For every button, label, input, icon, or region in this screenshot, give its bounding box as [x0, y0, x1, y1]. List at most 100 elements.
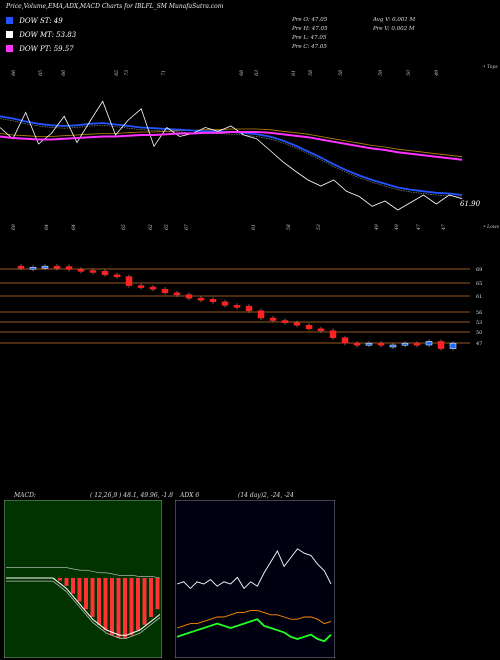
legend-dow-mt: DOW MT: 53.83 [6, 31, 76, 39]
ema-brown-line [0, 128, 463, 158]
candle-body [353, 342, 361, 346]
macd-panel [4, 500, 162, 658]
adx-title: ADX 6 [180, 492, 200, 499]
candle-body [209, 299, 217, 303]
adx-params: (14 day)2, -24, -24 [238, 492, 294, 499]
lows-label: • Lows [483, 224, 500, 230]
candle-body [425, 341, 433, 346]
info-close: Pre C: 47.05 [292, 44, 327, 50]
macd-histogram-bar [116, 578, 121, 638]
level-label: 50 [476, 330, 482, 336]
info-open: Pre O: 47.05 [292, 17, 328, 23]
candle-body [89, 270, 97, 273]
candle-body [233, 305, 241, 308]
candle-body [329, 330, 337, 339]
candle-body [437, 341, 445, 349]
candle-body [173, 292, 181, 296]
legend-label-pt: DOW PT: 59.57 [19, 45, 74, 53]
top-tick-label: 58 [308, 70, 314, 76]
info-avg-volume: Avg V: 0.001 M [373, 17, 416, 23]
candle-body [305, 324, 313, 330]
top-tick-label: 68 [239, 70, 245, 76]
macd-title: MACD: [14, 492, 36, 499]
candle-body [293, 322, 301, 326]
macd-histogram-bar [142, 578, 147, 625]
low-tick-labels: 69 64 64 65 62 65 67 61 58 53 49 49 47 47 [11, 224, 447, 230]
top-tick-label: 61 [291, 70, 297, 76]
low-tick-label: 64 [71, 224, 77, 230]
candle-body [341, 337, 349, 344]
macd-line [6, 577, 161, 636]
candle-body [77, 269, 85, 272]
level-label: 53 [476, 320, 482, 326]
top-tick-label: 63 [254, 70, 260, 76]
level-label: 61 [476, 294, 482, 300]
candle-body [29, 266, 37, 270]
candle-body [257, 310, 265, 319]
top-tick-label: 66 [61, 70, 67, 76]
low-tick-label: 62 [148, 224, 154, 230]
macd-histogram-bar [71, 578, 75, 594]
candle-body [317, 328, 325, 332]
low-tick-label: 65 [121, 224, 127, 230]
low-tick-label: 67 [184, 224, 190, 230]
macd-signal-line [6, 580, 161, 639]
ema-grey-line [0, 118, 463, 198]
candle-body [53, 265, 61, 269]
macd-histogram-bar [64, 578, 69, 586]
candle-body [161, 288, 169, 294]
candle-body [101, 270, 109, 276]
candle-body [17, 265, 25, 269]
low-tick-label: 61 [251, 224, 257, 230]
macd-histogram-bar [149, 578, 153, 617]
level-label: 65 [476, 281, 482, 287]
low-tick-label: 58 [286, 224, 292, 230]
macd-params: ( 12,26,9 ) 48.1, 49.96, -1.8 [90, 492, 174, 499]
legend-dow-st: DOW ST: 49 [6, 17, 63, 25]
candle-body [413, 342, 421, 346]
candle-body [41, 265, 49, 269]
adx-line [176, 548, 332, 590]
macd-histogram-bar [77, 578, 82, 602]
top-tick-labels: 66 65 66 65 73 71 68 63 61 58 58 59 50 49 [11, 70, 440, 77]
candles-panel: 69 65 61 56 53 50 47 [0, 264, 482, 351]
candle-body [65, 266, 73, 270]
top-tick-label: 50 [406, 70, 412, 76]
level-label: 69 [476, 267, 482, 273]
series-line-dow-pt [0, 131, 463, 161]
macd-histogram-bar [123, 578, 127, 638]
legend-swatch-st [6, 17, 13, 24]
support-resistance-levels: 69 65 61 56 53 50 47 [0, 267, 482, 347]
top-tick-label: 59 [378, 70, 384, 76]
top-tick-label: 71 [161, 70, 167, 76]
level-label: 47 [476, 341, 482, 347]
candle-body [197, 297, 205, 301]
macd-histogram-bar [97, 578, 101, 625]
low-tick-label: 47 [416, 224, 422, 230]
current-price-label: 61.90 [460, 200, 481, 208]
macd-aux-line [6, 567, 161, 579]
candle-body [149, 286, 157, 290]
top-tick-label: 49 [434, 70, 440, 77]
candle-body [185, 294, 193, 299]
macd-histogram-bar [155, 578, 160, 610]
macd-histogram-bar [129, 578, 134, 636]
legend-swatch-pt [6, 45, 13, 52]
candle-body [449, 342, 457, 349]
adx-panel [175, 500, 335, 658]
candle-body [269, 317, 277, 321]
info-high: Pre H: 47.05 [292, 26, 328, 32]
macd-histogram-bar [84, 578, 88, 610]
legend-dow-pt: DOW PT: 59.57 [6, 45, 74, 53]
low-tick-label: 64 [44, 224, 50, 230]
candle-body [401, 342, 409, 346]
macd-lines [6, 567, 161, 639]
low-tick-label: 49 [394, 224, 400, 230]
candle-body [281, 320, 289, 323]
macd-histogram-bar [58, 578, 62, 581]
top-tick-label: 65 [38, 70, 44, 76]
ema-lines [0, 100, 463, 211]
candle-body [125, 276, 133, 286]
top-tick-label: 73 [124, 70, 130, 76]
legend-label-mt: DOW MT: 53.83 [19, 31, 77, 39]
